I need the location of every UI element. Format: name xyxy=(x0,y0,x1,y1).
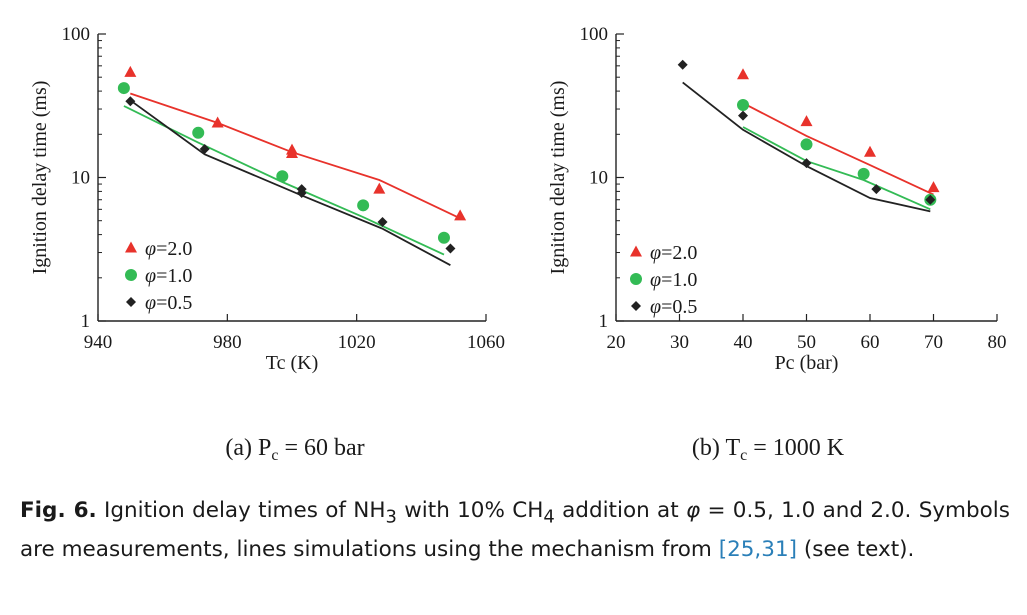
panel-caption-subscript: c xyxy=(740,447,747,464)
data-point-circle xyxy=(117,82,130,95)
data-point-diamond xyxy=(125,96,136,107)
legend-phi-symbol: φ xyxy=(650,269,661,291)
data-point-triangle xyxy=(864,145,876,157)
caption-label: Fig. 6. xyxy=(20,498,97,523)
legend-phi-value: =2.0 xyxy=(156,238,192,260)
x-axis-label: Tc (K) xyxy=(266,352,318,374)
legend-marker-circle xyxy=(125,269,137,281)
legend-marker-diamond xyxy=(631,301,641,311)
figure-caption: Fig. 6. Ignition delay times of NH3 with… xyxy=(20,494,1010,566)
y-tick-label: 100 xyxy=(62,24,91,45)
caption-reference-link[interactable]: [25,31] xyxy=(718,537,798,563)
y-tick-label: 10 xyxy=(589,168,608,189)
legend-marker-triangle xyxy=(630,245,642,257)
data-point-triangle xyxy=(800,115,813,127)
data-point-diamond xyxy=(199,143,210,154)
caption-text-1: Ignition delay times of NH xyxy=(96,498,386,523)
y-axis-label: Ignition delay time (ms) xyxy=(547,81,569,275)
data-point-circle xyxy=(357,199,370,212)
x-tick-label: 50 xyxy=(797,332,816,353)
legend-marker-triangle xyxy=(125,241,137,253)
legend-phi-symbol: φ xyxy=(145,238,156,260)
data-point-diamond xyxy=(871,184,882,195)
caption-phi: φ xyxy=(685,498,701,523)
legend-phi-value: =2.0 xyxy=(661,242,697,264)
data-point-triangle xyxy=(737,68,749,80)
legend-phi-symbol: φ xyxy=(145,265,156,287)
data-point-circle xyxy=(800,138,813,151)
data-point-diamond xyxy=(925,194,936,205)
data-point-triangle xyxy=(373,182,386,194)
data-point-circle xyxy=(276,170,289,183)
x-tick-label: 60 xyxy=(861,332,880,353)
x-axis-label: Pc (bar) xyxy=(775,352,839,374)
legend-phi-symbol: φ xyxy=(650,296,661,318)
x-tick-label: 1060 xyxy=(467,332,505,353)
simulation-line xyxy=(742,126,931,211)
x-tick-label: 20 xyxy=(607,332,626,353)
caption-text-5: (see text). xyxy=(797,537,915,563)
data-point-circle xyxy=(737,99,749,112)
data-point-triangle xyxy=(124,65,137,77)
legend-marker-circle xyxy=(630,273,642,285)
x-tick-label: 980 xyxy=(213,332,242,353)
legend-phi-value: =1.0 xyxy=(156,265,192,287)
y-tick-label: 1 xyxy=(599,311,609,332)
panel-caption-subscript: c xyxy=(271,447,278,464)
legend-phi-symbol: φ xyxy=(145,292,156,314)
data-point-triangle xyxy=(211,116,224,128)
legend-phi-value: =0.5 xyxy=(156,292,192,314)
data-point-diamond xyxy=(801,158,812,169)
x-tick-label: 1020 xyxy=(338,332,376,353)
x-tick-label: 70 xyxy=(924,332,943,353)
simulation-line xyxy=(742,102,934,196)
legend-entry-label: φ=0.5 xyxy=(145,292,192,314)
panel-caption: (a) Pc = 60 bar xyxy=(225,435,364,464)
legend-phi-value: =0.5 xyxy=(661,296,697,318)
y-tick-label: 1 xyxy=(81,311,91,332)
data-point-triangle xyxy=(927,181,940,193)
legend-phi-value: =1.0 xyxy=(661,269,697,291)
data-point-triangle xyxy=(286,146,298,158)
x-tick-label: 40 xyxy=(734,332,753,353)
data-point-circle xyxy=(437,231,450,244)
data-point-circle xyxy=(857,167,870,180)
legend-entry-label: φ=0.5 xyxy=(650,296,697,318)
panel-caption-main: (a) P xyxy=(225,435,271,461)
x-tick-label: 940 xyxy=(84,332,113,353)
panel-caption-rest: = 1000 K xyxy=(747,435,845,461)
data-point-diamond xyxy=(377,216,388,227)
panel-a-chart: 1 10 100 940 980 1020 1060 Tc (K) Ignition delay… xyxy=(29,24,505,464)
panel-caption-main: (b) T xyxy=(692,435,741,461)
data-point-circle xyxy=(192,126,205,139)
data-point-diamond xyxy=(296,187,307,198)
caption-sub-2: 4 xyxy=(543,506,555,528)
panel-b-chart: 1 10 100 20 30 40 50 60 70 80 Pc (bar) Ignition del… xyxy=(547,24,1007,464)
legend-entry-label: φ=1.0 xyxy=(650,269,697,291)
x-tick-label: 30 xyxy=(670,332,689,353)
y-tick-label: 10 xyxy=(71,168,90,189)
data-point-diamond xyxy=(677,59,688,70)
data-point-diamond xyxy=(445,243,456,254)
caption-text-3: addition at xyxy=(554,498,686,523)
y-tick-label: 100 xyxy=(580,24,609,45)
legend-marker-diamond xyxy=(126,297,136,307)
y-axis-label: Ignition delay time (ms) xyxy=(29,81,51,275)
caption-sub-1: 3 xyxy=(385,506,397,528)
panel-caption-rest: = 60 bar xyxy=(278,435,364,461)
legend-phi-symbol: φ xyxy=(650,242,661,264)
legend-entry-label: φ=1.0 xyxy=(145,265,192,287)
x-tick-label: 80 xyxy=(988,332,1007,353)
panel-caption: (b) Tc = 1000 K xyxy=(692,435,845,464)
legend-entry-label: φ=2.0 xyxy=(650,242,697,264)
caption-text-4: = 0.5, 1.0 and 2.0. Symbols are measurem… xyxy=(20,498,1010,563)
caption-text-2: with 10% CH xyxy=(396,498,544,523)
legend-entry-label: φ=2.0 xyxy=(145,238,192,260)
data-point-diamond xyxy=(738,110,748,121)
data-point-triangle xyxy=(454,209,467,221)
